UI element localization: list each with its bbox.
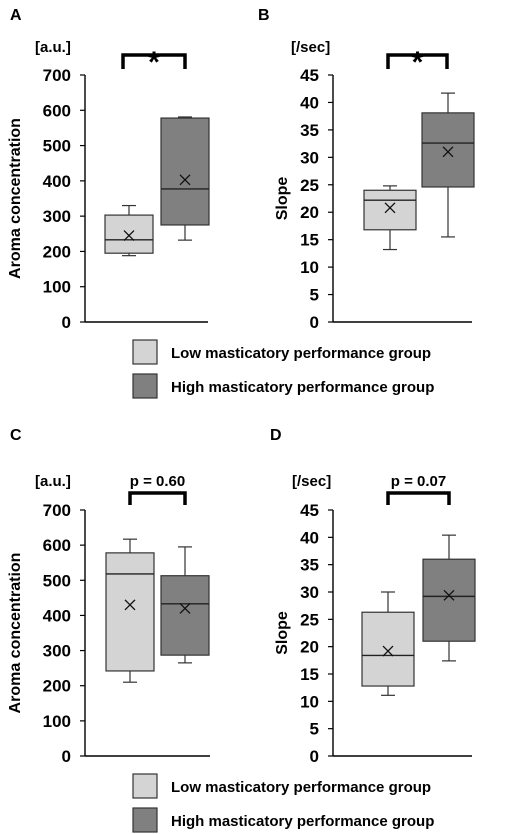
- panel-letter: D: [270, 427, 282, 444]
- y-tick-label: 25: [300, 610, 319, 629]
- legend-label: High masticatory performance group: [171, 379, 434, 396]
- significance-bracket: [386, 53, 449, 69]
- y-tick-label: 10: [300, 692, 319, 711]
- y-axis-label: Aroma concentration: [7, 118, 24, 279]
- y-tick-label: 400: [43, 172, 71, 191]
- y-tick-label: 5: [310, 286, 319, 305]
- panel-A: A [a.u.] Aroma concentration 0 100 200 300 400 5…: [7, 7, 210, 332]
- y-tick-label: 100: [43, 278, 71, 297]
- box-iqr: [104, 214, 154, 254]
- significance-bracket: [386, 491, 451, 505]
- box-iqr: [421, 112, 475, 188]
- y-tick-label: 45: [300, 66, 319, 85]
- significance-label: *: [412, 46, 424, 79]
- y-tick-label: 20: [300, 203, 319, 222]
- box-low: [105, 538, 155, 683]
- panel-letter: B: [258, 7, 270, 24]
- legend-label: High masticatory performance group: [171, 813, 434, 830]
- y-tick-label: 0: [310, 313, 319, 332]
- box-iqr: [363, 189, 417, 231]
- y-tick-label: 15: [300, 665, 319, 684]
- box-iqr: [422, 558, 476, 642]
- y-unit-label: [a.u.]: [35, 39, 71, 56]
- box-iqr: [105, 552, 155, 672]
- y-axis-label: Slope: [274, 177, 291, 221]
- y-tick-label: 100: [43, 712, 71, 731]
- y-tick-label: 200: [43, 677, 71, 696]
- y-tick-label: 300: [43, 642, 71, 661]
- panel-D: D [/sec] Slope 0 5 10 15 20 25 30 35 40 45 p = 0.07: [270, 427, 476, 766]
- mean-marker: [442, 146, 454, 158]
- legend-swatch: [132, 339, 158, 365]
- significance-label: p = 0.60: [130, 473, 185, 490]
- panel-letter: C: [10, 427, 22, 444]
- mean-marker: [124, 599, 136, 611]
- mean-marker: [123, 230, 135, 242]
- mean-marker: [443, 589, 455, 601]
- legend-swatch: [132, 807, 158, 833]
- box-high: [422, 534, 476, 662]
- box-low: [104, 204, 154, 257]
- box-iqr: [361, 611, 415, 687]
- significance-bracket: [128, 491, 187, 505]
- legend-swatch: [132, 373, 158, 399]
- y-tick-label: 40: [300, 93, 319, 112]
- y-tick-label: 40: [300, 528, 319, 547]
- y-tick-label: 300: [43, 207, 71, 226]
- significance-label: p = 0.07: [391, 473, 446, 490]
- box-iqr: [160, 117, 210, 226]
- y-tick-label: 600: [43, 101, 71, 120]
- y-tick-label: 700: [43, 66, 71, 85]
- y-tick-label: 200: [43, 242, 71, 261]
- significance-bracket: [121, 53, 187, 69]
- y-tick-label: 20: [300, 638, 319, 657]
- y-tick-label: 35: [300, 121, 319, 140]
- box-high: [421, 92, 475, 238]
- y-tick-label: 10: [300, 258, 319, 277]
- y-unit-label: [/sec]: [291, 39, 330, 56]
- y-tick-label: 15: [300, 231, 319, 250]
- panel-letter: A: [10, 7, 22, 24]
- y-axis-label: Slope: [274, 611, 291, 655]
- mean-marker: [382, 645, 394, 657]
- box-low: [361, 591, 415, 696]
- box-high: [160, 116, 210, 241]
- y-tick-label: 600: [43, 536, 71, 555]
- legend-label: Low masticatory performance group: [171, 779, 431, 796]
- y-tick-label: 0: [310, 747, 319, 766]
- y-tick-label: 5: [310, 720, 319, 739]
- y-tick-label: 500: [43, 571, 71, 590]
- y-tick-label: 0: [62, 747, 71, 766]
- y-tick-label: 400: [43, 606, 71, 625]
- box-iqr: [160, 575, 210, 656]
- y-tick-label: 30: [300, 148, 319, 167]
- y-unit-label: [a.u.]: [35, 473, 71, 490]
- box-high: [160, 546, 210, 664]
- mean-marker: [179, 174, 191, 186]
- legend: Low masticatory performance group High ma…: [132, 773, 434, 833]
- box-low: [363, 185, 417, 251]
- y-tick-label: 700: [43, 501, 71, 520]
- y-axis-label: Aroma concentration: [7, 553, 24, 714]
- y-tick-label: 30: [300, 583, 319, 602]
- significance-label: *: [148, 46, 160, 79]
- mean-marker: [384, 202, 396, 214]
- y-tick-label: 35: [300, 556, 319, 575]
- y-tick-label: 500: [43, 137, 71, 156]
- y-tick-label: 25: [300, 176, 319, 195]
- y-tick-label: 0: [62, 313, 71, 332]
- y-unit-label: [/sec]: [292, 473, 331, 490]
- y-tick-label: 45: [300, 501, 319, 520]
- panel-C: C [a.u.] Aroma concentration 0 100 200 300 400 5…: [7, 427, 210, 766]
- legend-label: Low masticatory performance group: [171, 345, 431, 362]
- mean-marker: [179, 602, 191, 614]
- legend-swatch: [132, 773, 158, 799]
- legend: Low masticatory performance group High ma…: [132, 339, 434, 399]
- panel-B: B [/sec] Slope 0 5 10 15 20 25 30 35 40 45 *: [258, 7, 475, 332]
